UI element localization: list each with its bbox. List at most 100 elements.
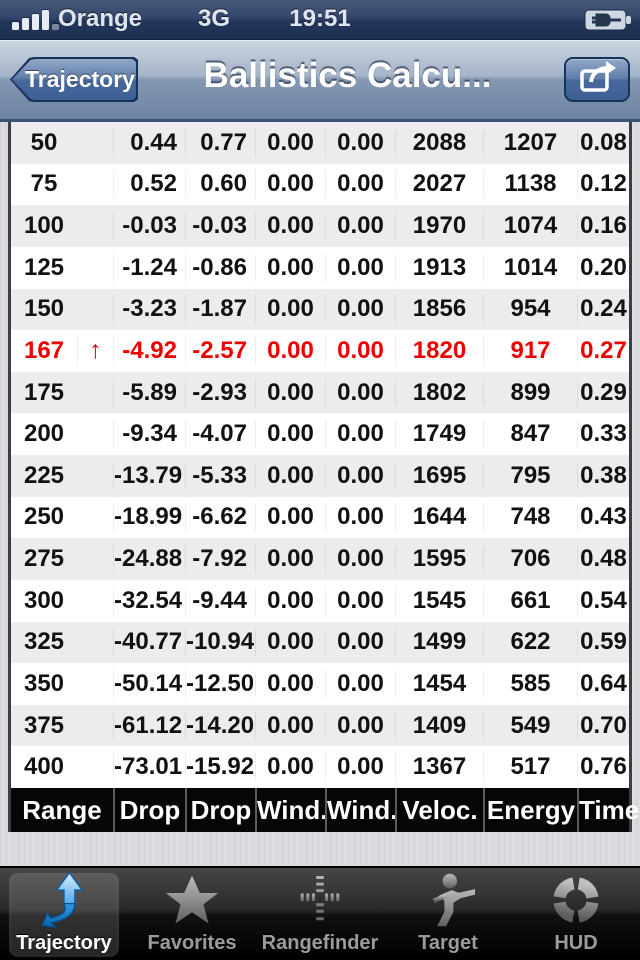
trajectory-table-body: 50 0.44 0.77 0.00 0.00 2088 1207 0.08 75 0.52 0.60…	[11, 122, 629, 788]
drop-moa-cell: -1.24	[113, 253, 185, 282]
tab-trajectory[interactable]: Trajectory	[0, 868, 128, 960]
drop-moa-cell: -5.89	[113, 378, 185, 407]
column-header-drop: Drop	[185, 788, 255, 832]
velocity-cell: 1367	[395, 753, 483, 782]
windage-cell: 0.00	[255, 295, 325, 324]
drop-moa-cell: -40.77	[113, 628, 185, 657]
velocity-cell: 2088	[395, 128, 483, 157]
tab-label: Favorites	[147, 932, 237, 954]
velocity-cell: 1970	[395, 212, 483, 241]
column-header-wind: Wind.	[255, 788, 328, 832]
energy-cell: 795	[483, 461, 577, 490]
velocity-cell: 1454	[395, 669, 483, 698]
windage-cell: 0.00	[255, 503, 325, 532]
drop-mil-cell: -10.94	[185, 628, 255, 657]
tab-label: Rangefinder	[261, 932, 379, 954]
time-cell: 0.20	[577, 253, 629, 282]
table-row: 167 ↑ -4.92 -2.57 0.00 0.00 1820 917 0.27	[11, 330, 629, 372]
range-cell: 75	[30, 170, 58, 198]
tab-favorites[interactable]: Favorites	[128, 868, 256, 960]
drop-moa-cell: 0.44	[113, 128, 185, 157]
time-cell: 0.29	[577, 378, 629, 407]
energy-cell: 847	[483, 420, 577, 449]
drop-moa-cell: -0.03	[113, 212, 185, 241]
drop-moa-cell: -50.14	[113, 669, 185, 698]
time-cell: 0.24	[577, 295, 629, 324]
windage-cell: 0.00	[255, 128, 325, 157]
status-bar: Orange 3G 19:51	[0, 0, 640, 40]
back-button[interactable]: Trajectory	[10, 57, 138, 102]
drop-mil-cell: -15.92	[185, 753, 255, 782]
drop-moa-cell: -61.12	[113, 711, 185, 740]
column-header-energy: Energy	[483, 788, 577, 832]
tab-target[interactable]: Target	[384, 868, 512, 960]
time-cell: 0.48	[577, 545, 629, 574]
tab-label: Trajectory	[16, 932, 112, 954]
velocity-cell: 1749	[395, 420, 483, 449]
energy-cell: 622	[483, 628, 577, 657]
windage-cell: 0.00	[255, 170, 325, 199]
windage2-cell: 0.00	[325, 545, 395, 574]
range-cell: 325	[23, 628, 65, 656]
shooter-icon	[384, 871, 512, 929]
windage2-cell: 0.00	[325, 753, 395, 782]
time-cell: 0.54	[577, 586, 629, 615]
drop-moa-cell: -13.79	[113, 461, 185, 490]
windage2-cell: 0.00	[325, 669, 395, 698]
column-header-range: Range	[22, 795, 102, 825]
time-cell: 0.16	[577, 212, 629, 241]
clock-label: 19:51	[289, 5, 351, 32]
tab-label: Target	[418, 932, 478, 954]
windage-cell: 0.00	[255, 378, 325, 407]
time-cell: 0.59	[577, 628, 629, 657]
table-row: 350 -50.14 -12.50 0.00 0.00 1454 585 0.64	[11, 663, 629, 705]
energy-cell: 706	[483, 545, 577, 574]
range-cell: 375	[23, 711, 65, 739]
windage-cell: 0.00	[255, 420, 325, 449]
table-row: 50 0.44 0.77 0.00 0.00 2088 1207 0.08	[11, 122, 629, 164]
drop-moa-cell: -4.92	[113, 336, 185, 365]
drop-moa-cell: -24.88	[113, 545, 185, 574]
share-button[interactable]	[564, 57, 630, 102]
page-title: Ballistics Calcu...	[203, 56, 492, 95]
table-row: 250 -18.99 -6.62 0.00 0.00 1644 748 0.43	[11, 496, 629, 539]
drop-mil-cell: -0.03	[185, 212, 255, 241]
tab-rangefinder[interactable]: Rangefinder	[256, 868, 384, 960]
windage2-cell: 0.00	[325, 253, 395, 282]
velocity-cell: 1595	[395, 545, 483, 574]
table-row: 325 -40.77 -10.94 0.00 0.00 1499 622 0.59	[11, 621, 629, 664]
drop-mil-cell: 0.77	[185, 128, 255, 157]
windage-cell: 0.00	[255, 253, 325, 282]
energy-cell: 1074	[483, 212, 577, 241]
range-cell: 125	[23, 253, 65, 281]
column-header-drop: Drop	[113, 788, 185, 832]
drop-mil-cell: -12.50	[185, 669, 255, 698]
energy-cell: 917	[483, 336, 577, 365]
windage2-cell: 0.00	[325, 378, 395, 407]
energy-cell: 1207	[483, 128, 577, 157]
windage2-cell: 0.00	[325, 212, 395, 241]
signal-strength-icon	[12, 10, 59, 30]
time-cell: 0.08	[577, 128, 629, 157]
velocity-cell: 2027	[395, 170, 483, 199]
drop-mil-cell: -4.07	[185, 420, 255, 449]
windage-cell: 0.00	[255, 545, 325, 574]
velocity-cell: 1499	[395, 628, 483, 657]
windage2-cell: 0.00	[325, 461, 395, 490]
range-cell: 50	[30, 128, 58, 156]
range-cell: 350	[23, 669, 65, 697]
tab-hud[interactable]: HUD	[512, 868, 640, 960]
tab-bar: Trajectory Favorites Rangefinder Target	[0, 866, 640, 960]
range-cell: 225	[23, 461, 65, 489]
windage-cell: 0.00	[255, 586, 325, 615]
velocity-cell: 1820	[395, 336, 483, 365]
drop-moa-cell: -73.01	[113, 753, 185, 782]
energy-cell: 661	[483, 586, 577, 615]
table-row: 75 0.52 0.60 0.00 0.00 2027 1138 0.12	[11, 163, 629, 206]
time-cell: 0.70	[577, 711, 629, 740]
time-cell: 0.64	[577, 669, 629, 698]
windage-cell: 0.00	[255, 711, 325, 740]
velocity-cell: 1545	[395, 586, 483, 615]
drop-mil-cell: -2.93	[185, 378, 255, 407]
navigation-bar: Trajectory Ballistics Calcu...	[0, 40, 640, 122]
